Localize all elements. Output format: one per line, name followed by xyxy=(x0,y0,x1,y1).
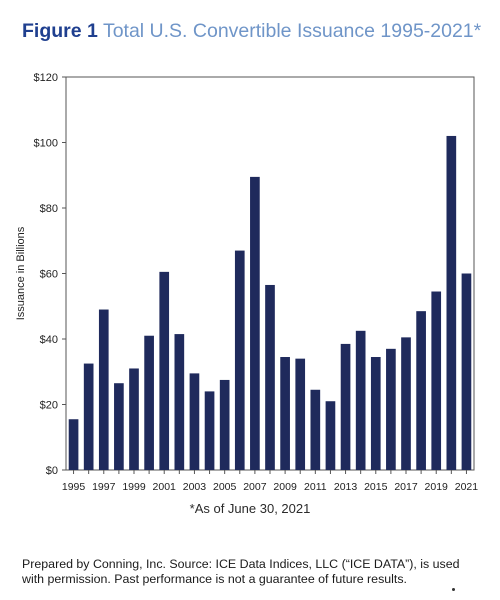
bar-1998 xyxy=(114,383,124,470)
x-tick-label: 2011 xyxy=(304,481,327,493)
y-tick-label: $0 xyxy=(46,465,58,477)
y-tick-label: $60 xyxy=(40,269,58,281)
y-tick-label: $100 xyxy=(34,138,58,150)
bar-2002 xyxy=(174,334,185,470)
x-tick-label: 2015 xyxy=(364,481,388,493)
figure-title: Figure 1 Total U.S. Convertible Issuance… xyxy=(22,20,481,43)
bar-2018 xyxy=(416,311,426,470)
bar-1996 xyxy=(83,363,94,470)
x-tick-label: 2019 xyxy=(425,481,449,493)
y-tick-label: $20 xyxy=(40,400,58,412)
x-tick-label: 2009 xyxy=(273,481,297,493)
y-tick-label: $120 xyxy=(34,72,58,84)
bar-2001 xyxy=(159,271,170,470)
y-tick-label: $80 xyxy=(40,203,58,215)
bar-2005 xyxy=(219,379,230,470)
x-tick-label: 2007 xyxy=(243,481,267,493)
bar-2007 xyxy=(250,176,260,470)
footnote: *As of June 30, 2021 xyxy=(189,501,311,516)
bar-2008 xyxy=(265,284,275,470)
bar-2019 xyxy=(431,291,442,470)
bar-2013 xyxy=(340,343,351,470)
x-tick-label: 2021 xyxy=(455,481,479,493)
bar-2012 xyxy=(325,401,336,470)
bar-2014 xyxy=(355,330,366,470)
bar-2021 xyxy=(461,273,472,470)
x-tick-label: 2017 xyxy=(394,481,418,493)
bar-2009 xyxy=(280,357,290,470)
y-axis-label: Issuance in Billions xyxy=(15,226,27,320)
bar-1997 xyxy=(98,309,109,470)
figure-title-text: Total U.S. Convertible Issuance 1995-202… xyxy=(102,20,482,42)
bar-2010 xyxy=(295,358,306,470)
bar-2011 xyxy=(310,389,321,470)
bar-2003 xyxy=(189,373,200,470)
bar-2016 xyxy=(386,348,396,470)
bar-2017 xyxy=(401,337,411,470)
x-tick-label: 2005 xyxy=(213,481,237,493)
x-tick-label: 1999 xyxy=(122,481,146,493)
bar-1995 xyxy=(68,419,79,470)
x-tick-label: 1997 xyxy=(92,481,116,493)
bar-2004 xyxy=(204,391,215,470)
bar-chart: $0 $20 $40 $60 $80 $100 $120 Issuance in Billio… xyxy=(15,72,479,493)
bar-2015 xyxy=(370,357,381,470)
x-tick-label: 1995 xyxy=(62,481,86,493)
decorative-dot xyxy=(452,588,455,591)
x-tick-label: 2003 xyxy=(183,481,207,493)
source-footer: Prepared by Conning, Inc. Source: ICE Da… xyxy=(22,557,460,586)
bar-2000 xyxy=(144,335,154,470)
x-tick-label: 2013 xyxy=(334,481,358,493)
bar-2006 xyxy=(234,250,245,470)
x-tick-label: 2001 xyxy=(153,481,177,493)
y-tick-label: $40 xyxy=(40,334,58,346)
bar-2020 xyxy=(446,135,457,470)
bar-1999 xyxy=(129,368,139,470)
figure-label: Figure 1 xyxy=(22,20,98,42)
